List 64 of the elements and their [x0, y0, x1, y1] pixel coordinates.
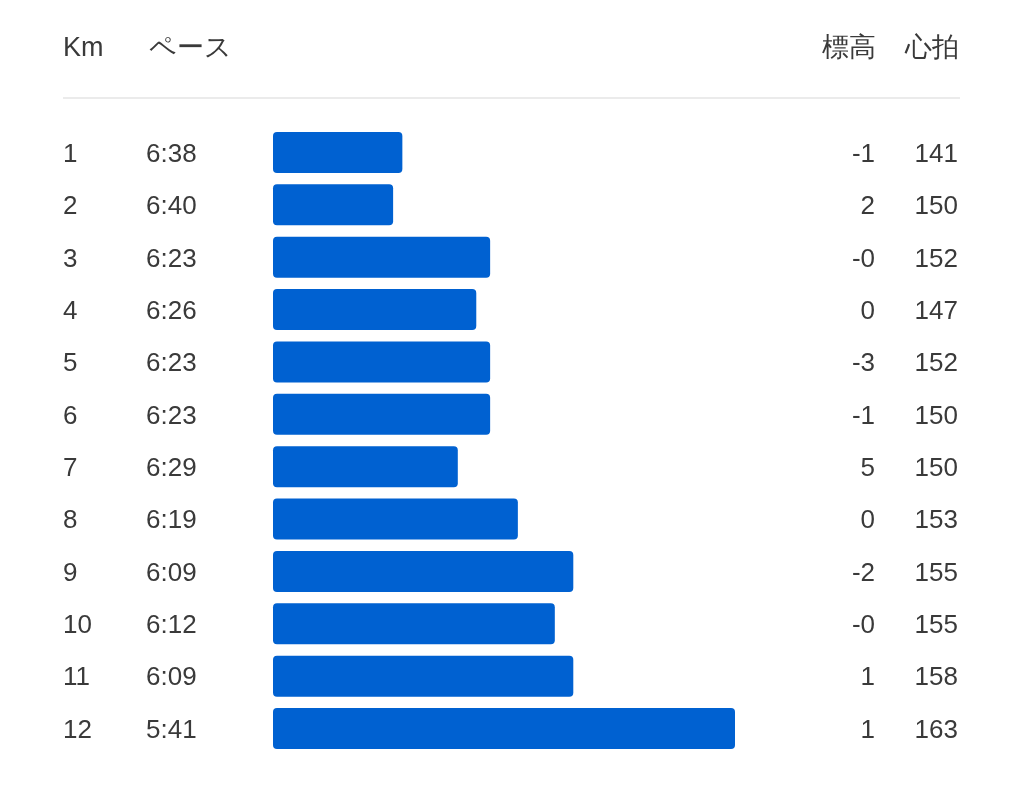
- bar: [273, 236, 491, 278]
- data-label: 2: [860, 190, 875, 221]
- data-label: 6:09: [146, 556, 197, 587]
- data-label: 6:26: [146, 294, 197, 325]
- y-tick-label: 6: [63, 399, 78, 430]
- data-label: 155: [914, 556, 958, 587]
- bar: [273, 132, 403, 173]
- data-label: -0: [851, 242, 875, 273]
- y-tick-label: 4: [63, 294, 78, 325]
- data-label: 147: [914, 294, 958, 325]
- bar: [273, 603, 555, 645]
- bar: [273, 550, 574, 592]
- y-tick-label: 2: [63, 190, 78, 221]
- data-label: 6:12: [146, 609, 197, 640]
- y-tick-label: 7: [63, 452, 78, 483]
- y-tick-label: 9: [63, 556, 78, 587]
- data-label: 6:40: [146, 190, 197, 221]
- data-label: 150: [914, 452, 958, 483]
- bar: [273, 341, 491, 383]
- y-tick-label: 3: [63, 242, 78, 273]
- data-label: 152: [914, 347, 958, 378]
- data-label: 153: [914, 504, 958, 535]
- y-tick-label: 12: [63, 713, 92, 744]
- data-label: 141: [914, 137, 958, 168]
- data-label: 0: [860, 504, 875, 535]
- data-label: 6:23: [146, 399, 197, 430]
- data-label: 163: [914, 713, 958, 744]
- bar: [273, 446, 458, 488]
- data-label: -3: [851, 347, 875, 378]
- bar: [273, 655, 574, 697]
- data-label: 158: [914, 661, 958, 692]
- data-label: -1: [851, 399, 875, 430]
- data-label: 150: [914, 190, 958, 221]
- data-label: -0: [851, 609, 875, 640]
- data-label: -1: [851, 137, 875, 168]
- y-tick-label: 8: [63, 504, 78, 535]
- bar: [273, 289, 477, 331]
- data-label: 1: [860, 713, 875, 744]
- x-tick-label: 標高: [822, 31, 876, 62]
- data-label: 6:38: [146, 137, 197, 168]
- data-label: -2: [851, 556, 875, 587]
- x-tick-label: 心拍: [904, 31, 959, 62]
- bar: [273, 708, 735, 749]
- data-label: 1: [860, 661, 875, 692]
- y-tick-label: 11: [63, 661, 90, 692]
- bar: [273, 393, 491, 435]
- data-label: 0: [860, 294, 875, 325]
- data-label: 152: [914, 242, 958, 273]
- data-label: 5:41: [146, 713, 197, 744]
- x-tick-label: ペース: [149, 31, 232, 62]
- y-tick-label: 10: [63, 609, 92, 640]
- data-label: 5: [860, 452, 875, 483]
- data-label: 150: [914, 399, 958, 430]
- data-label: 6:23: [146, 347, 197, 378]
- bar: [273, 498, 518, 540]
- bar: [273, 184, 394, 226]
- y-tick-label: 1: [63, 137, 78, 168]
- y-axis-title: Km: [63, 31, 104, 62]
- y-tick-label: 5: [63, 347, 78, 378]
- data-label: 6:19: [146, 504, 197, 535]
- data-label: 6:23: [146, 242, 197, 273]
- data-label: 155: [914, 609, 958, 640]
- data-label: 6:29: [146, 452, 197, 483]
- data-label: 6:09: [146, 661, 197, 692]
